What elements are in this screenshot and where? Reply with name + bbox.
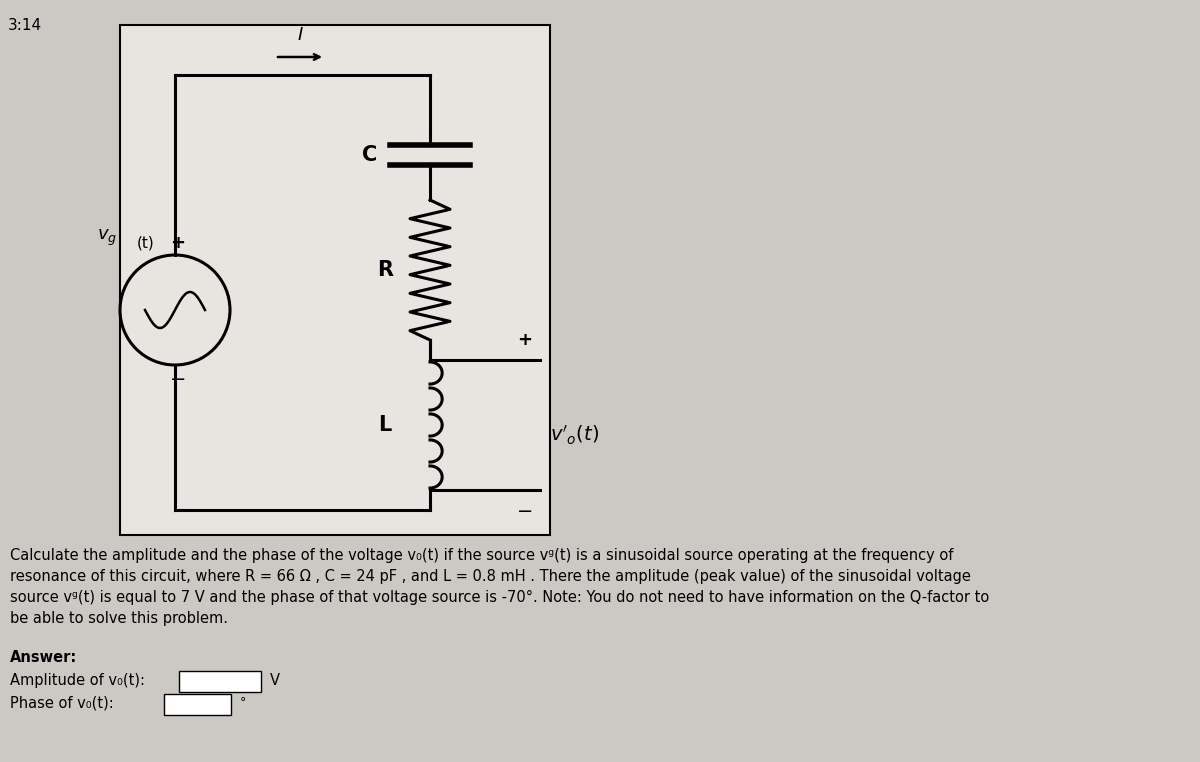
Text: +: + (170, 234, 186, 252)
Text: source vᵍ(t) is equal to 7 V and the phase of that voltage source is -70°. Note:: source vᵍ(t) is equal to 7 V and the pha… (10, 590, 989, 605)
Text: I: I (298, 26, 302, 44)
Text: −: − (170, 370, 186, 389)
Text: L: L (378, 415, 391, 435)
Text: Calculate the amplitude and the phase of the voltage v₀(t) if the source vᵍ(t) i: Calculate the amplitude and the phase of… (10, 548, 953, 563)
FancyBboxPatch shape (164, 694, 230, 715)
Text: resonance of this circuit, where R = 66 Ω , C = 24 pF , and L = 0.8 mH . There t: resonance of this circuit, where R = 66 … (10, 569, 971, 584)
Bar (120, 25, 550, 535)
Text: $v_g$: $v_g$ (97, 228, 118, 248)
Text: (t): (t) (137, 236, 155, 251)
Text: C: C (362, 145, 378, 165)
Text: −: − (517, 502, 533, 521)
FancyBboxPatch shape (179, 671, 262, 692)
Text: be able to solve this problem.: be able to solve this problem. (10, 611, 228, 626)
Text: V: V (270, 673, 280, 688)
Text: 3:14: 3:14 (8, 18, 42, 33)
Text: $v'_o(t)$: $v'_o(t)$ (550, 424, 599, 447)
Text: Phase of v₀(t):: Phase of v₀(t): (10, 696, 114, 711)
Text: R: R (377, 260, 394, 280)
Text: Answer:: Answer: (10, 650, 77, 665)
Text: +: + (517, 331, 533, 349)
Text: °: ° (240, 696, 246, 709)
Text: Amplitude of v₀(t):: Amplitude of v₀(t): (10, 673, 145, 688)
